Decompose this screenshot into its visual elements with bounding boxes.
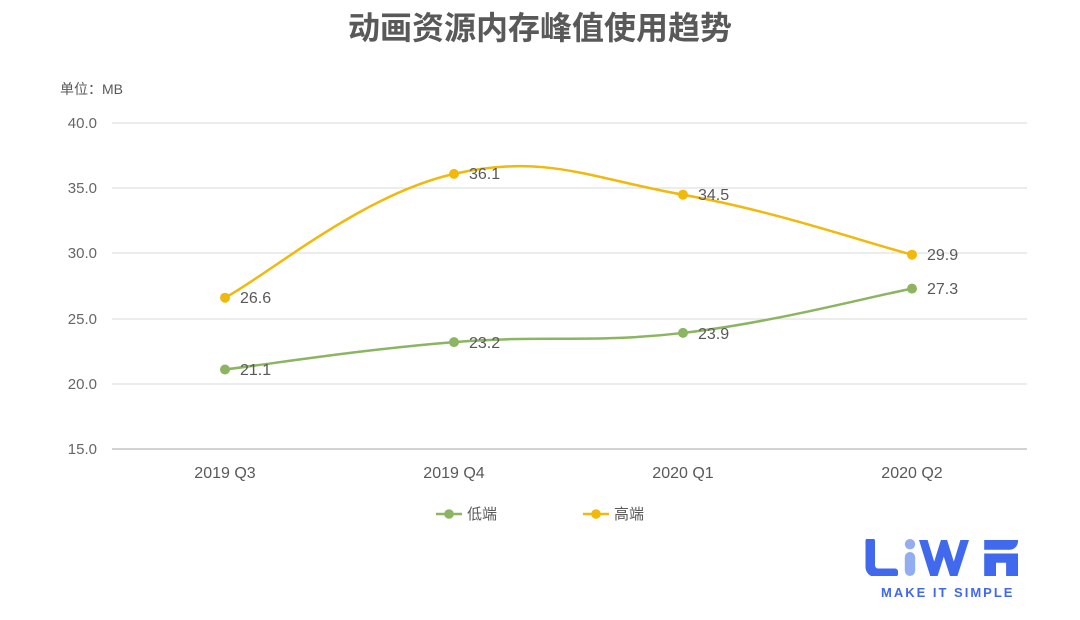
svg-text:35.0: 35.0 bbox=[68, 180, 97, 197]
svg-text:2020 Q2: 2020 Q2 bbox=[881, 465, 942, 482]
svg-text:低端: 低端 bbox=[467, 506, 497, 523]
svg-text:2019 Q4: 2019 Q4 bbox=[423, 465, 484, 482]
svg-text:20.0: 20.0 bbox=[68, 376, 97, 393]
svg-text:29.9: 29.9 bbox=[927, 247, 958, 264]
svg-text:23.2: 23.2 bbox=[469, 335, 500, 352]
svg-text:2020 Q1: 2020 Q1 bbox=[652, 465, 713, 482]
svg-text:21.1: 21.1 bbox=[240, 362, 271, 379]
svg-text:40.0: 40.0 bbox=[68, 115, 97, 132]
svg-text:2019 Q3: 2019 Q3 bbox=[194, 465, 255, 482]
svg-text:15.0: 15.0 bbox=[68, 441, 97, 458]
svg-text:34.5: 34.5 bbox=[698, 187, 729, 204]
svg-text:36.1: 36.1 bbox=[469, 166, 500, 183]
svg-text:23.9: 23.9 bbox=[698, 326, 729, 343]
svg-text:30.0: 30.0 bbox=[68, 245, 97, 262]
svg-text:26.6: 26.6 bbox=[240, 290, 271, 307]
svg-text:27.3: 27.3 bbox=[927, 281, 958, 298]
svg-text:25.0: 25.0 bbox=[68, 311, 97, 328]
svg-text:高端: 高端 bbox=[614, 506, 644, 523]
